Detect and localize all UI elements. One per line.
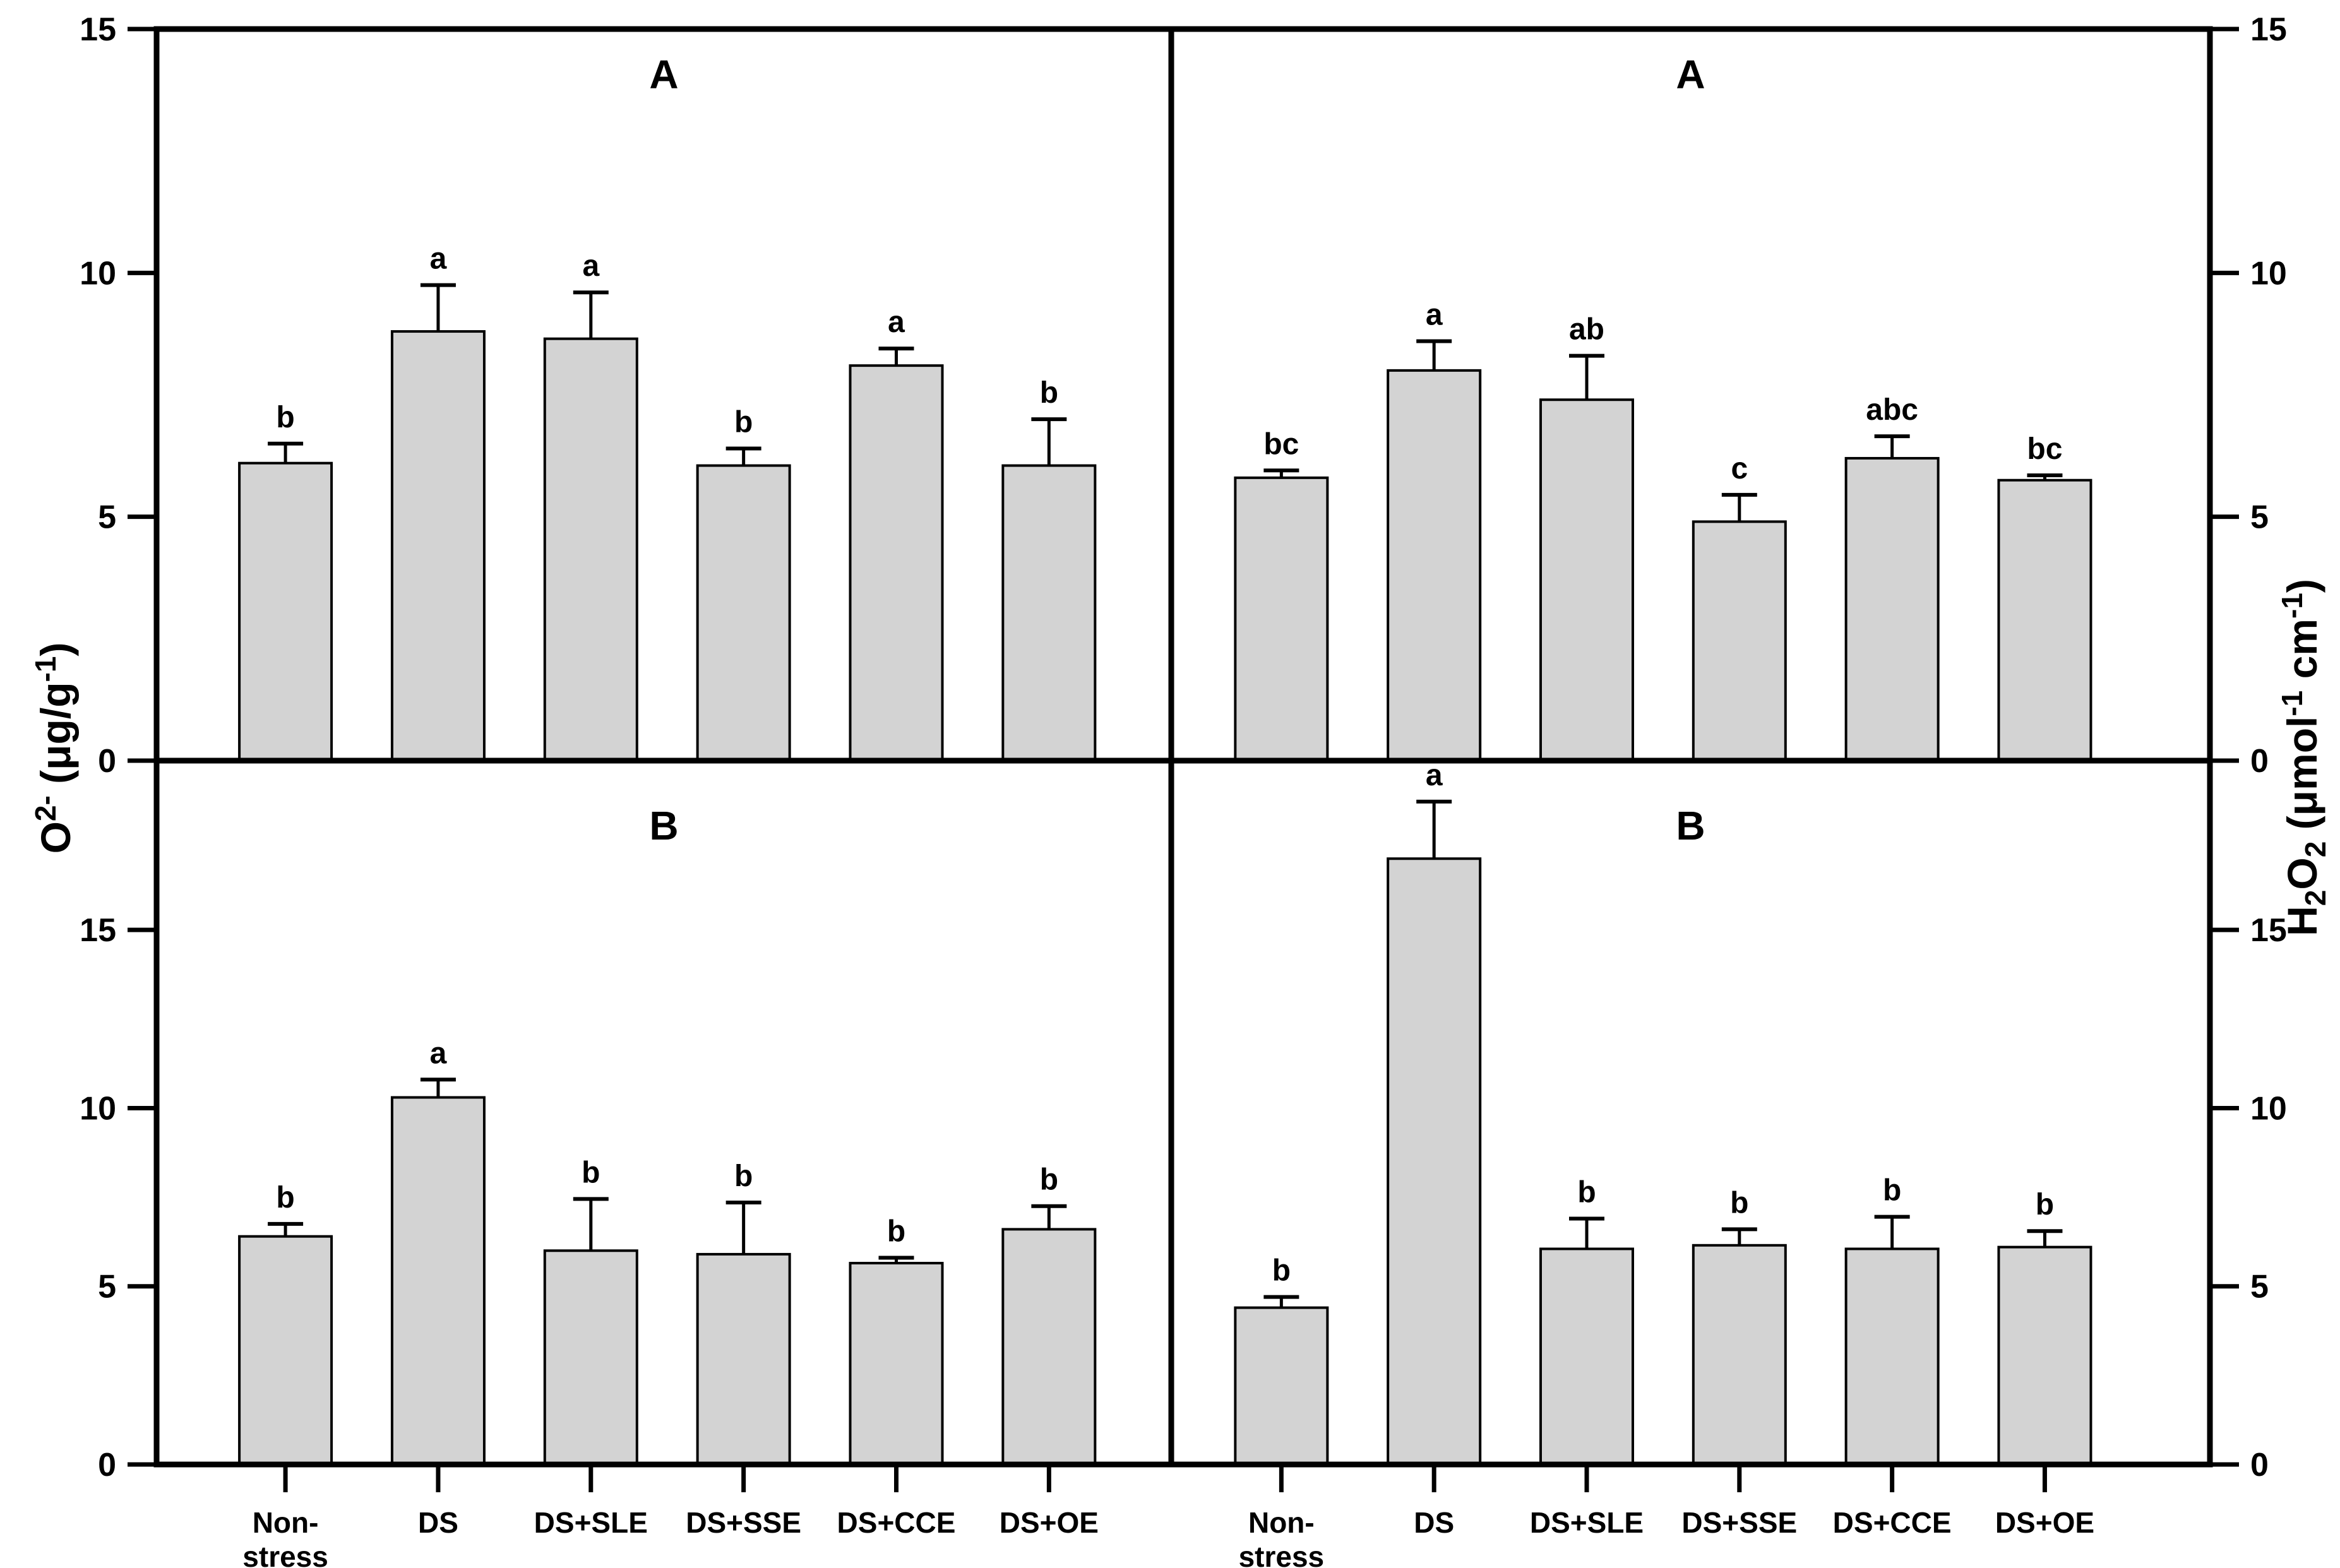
sig-letter: b	[1272, 1254, 1291, 1288]
sig-letter: b	[734, 1160, 753, 1193]
category-label: DS+CCE	[837, 1506, 956, 1539]
axis-label-segment: 2	[2299, 889, 2332, 906]
y-tick-label-left: 5	[98, 1269, 116, 1305]
sig-letter: a	[1426, 299, 1443, 332]
axis-label-segment: )	[32, 642, 79, 656]
axis-label-segment: cm	[2279, 619, 2325, 691]
y-tick-label-right: 0	[2250, 743, 2269, 780]
axis-label-segment: (μg/g	[32, 682, 79, 796]
category-label: DS+SLE	[1530, 1506, 1644, 1539]
axis-label-segment: O	[2279, 857, 2325, 890]
bar-O2--A-4	[849, 364, 944, 762]
sig-letter: b	[276, 401, 294, 434]
sig-letter: a	[582, 249, 599, 283]
sig-letter: b	[1040, 376, 1058, 410]
y-tick-label-right: 15	[2250, 912, 2287, 949]
bar-H2O2-A-3	[1692, 520, 1787, 762]
y-tick-label-right: 5	[2250, 1269, 2269, 1305]
sig-letter: b	[887, 1215, 905, 1249]
y-tick-label-right: 0	[2250, 1447, 2269, 1483]
bar-H2O2-B-4	[1844, 1247, 1940, 1466]
y-tick-label-left: 15	[80, 912, 116, 949]
axis-label-segment: 2-	[29, 795, 62, 822]
y-tick-label-left: 10	[80, 255, 116, 292]
y-tick-label-left: 5	[98, 499, 116, 536]
axis-label-segment: )	[2279, 579, 2325, 593]
sig-letter: b	[734, 405, 753, 439]
panel-title-top-left: A	[649, 52, 678, 97]
bar-O2--B-1	[390, 1096, 486, 1466]
category-label: DS+OE	[1000, 1506, 1099, 1539]
bar-H2O2-B-1	[1387, 857, 1482, 1466]
bar-O2--A-1	[390, 330, 486, 762]
panel-title-top-right: A	[1676, 52, 1705, 97]
sig-letter: bc	[1263, 427, 1299, 461]
bar-H2O2-B-0	[1234, 1306, 1329, 1466]
bar-O2--B-5	[1001, 1228, 1097, 1466]
y-axis-label-superoxide: O2- (μg/g-1)	[29, 642, 80, 854]
bar-O2--B-0	[238, 1235, 333, 1466]
y-tick-label-left: 0	[98, 743, 116, 780]
category-label: DS	[1414, 1506, 1454, 1539]
category-label: DS+OE	[1995, 1506, 2094, 1539]
y-tick-label-right: 10	[2250, 1090, 2287, 1127]
sig-letter: a	[1426, 759, 1443, 792]
axis-label-segment: O	[32, 821, 79, 854]
axis-label-segment: (μmol	[2279, 716, 2325, 841]
sig-letter: ab	[1569, 313, 1604, 347]
category-label: Non-stress	[1239, 1506, 1325, 1568]
axis-label-segment: 2	[2299, 841, 2332, 858]
y-axis-label-hydrogen-peroxide: H2O2 (μmol-1 cm-1)	[2276, 579, 2332, 936]
sig-letter: b	[582, 1156, 600, 1189]
axis-label-segment: -1	[2276, 690, 2308, 716]
category-label: DS+SSE	[1681, 1506, 1797, 1539]
category-label: DS+CCE	[1833, 1506, 1952, 1539]
axis-label-segment: H	[2279, 906, 2325, 936]
sig-letter: b	[276, 1181, 294, 1215]
sig-letter: a	[888, 306, 905, 339]
category-label: DS+SLE	[534, 1506, 648, 1539]
bar-H2O2-A-5	[1997, 478, 2092, 762]
bar-O2--B-3	[696, 1252, 791, 1466]
sig-letter: a	[430, 1036, 447, 1070]
bar-O2--A-0	[238, 461, 333, 762]
panel-title-bottom-left: B	[649, 803, 678, 848]
sig-letter: b	[1883, 1174, 1901, 1208]
bar-H2O2-A-0	[1234, 476, 1329, 762]
bar-H2O2-B-2	[1539, 1247, 1634, 1466]
y-tick-label-left: 0	[98, 1447, 116, 1483]
sig-letter: b	[2036, 1188, 2054, 1221]
sig-letter: c	[1731, 452, 1748, 485]
axis-label-segment: -1	[29, 656, 62, 682]
sig-letter: bc	[2027, 432, 2062, 466]
category-label: Non-stress	[242, 1506, 328, 1568]
bar-O2--B-2	[543, 1249, 638, 1466]
category-label: DS	[418, 1506, 458, 1539]
bar-O2--A-2	[543, 337, 638, 762]
y-tick-label-right: 15	[2250, 11, 2287, 48]
bar-O2--A-3	[696, 464, 791, 763]
axis-label-segment: -1	[2276, 593, 2308, 619]
y-tick-label-left: 10	[80, 1090, 116, 1127]
sig-letter: abc	[1866, 393, 1918, 427]
panel-title-bottom-right: B	[1676, 803, 1705, 848]
bar-H2O2-B-3	[1692, 1244, 1787, 1466]
bar-O2--A-5	[1001, 464, 1097, 763]
category-label: DS+SSE	[686, 1506, 801, 1539]
bar-H2O2-A-1	[1387, 369, 1482, 762]
bar-H2O2-A-2	[1539, 398, 1634, 762]
bar-O2--B-4	[849, 1262, 944, 1466]
sig-letter: b	[1577, 1175, 1596, 1209]
sig-letter: a	[430, 242, 447, 276]
bar-H2O2-A-4	[1844, 456, 1940, 762]
sig-letter: b	[1730, 1186, 1748, 1220]
sig-letter: b	[1040, 1163, 1058, 1197]
plot-border	[153, 26, 2213, 1468]
y-tick-label-right: 5	[2250, 499, 2269, 536]
y-tick-label-left: 15	[80, 11, 116, 48]
y-tick-label-right: 10	[2250, 255, 2287, 292]
bar-H2O2-B-5	[1997, 1245, 2092, 1466]
